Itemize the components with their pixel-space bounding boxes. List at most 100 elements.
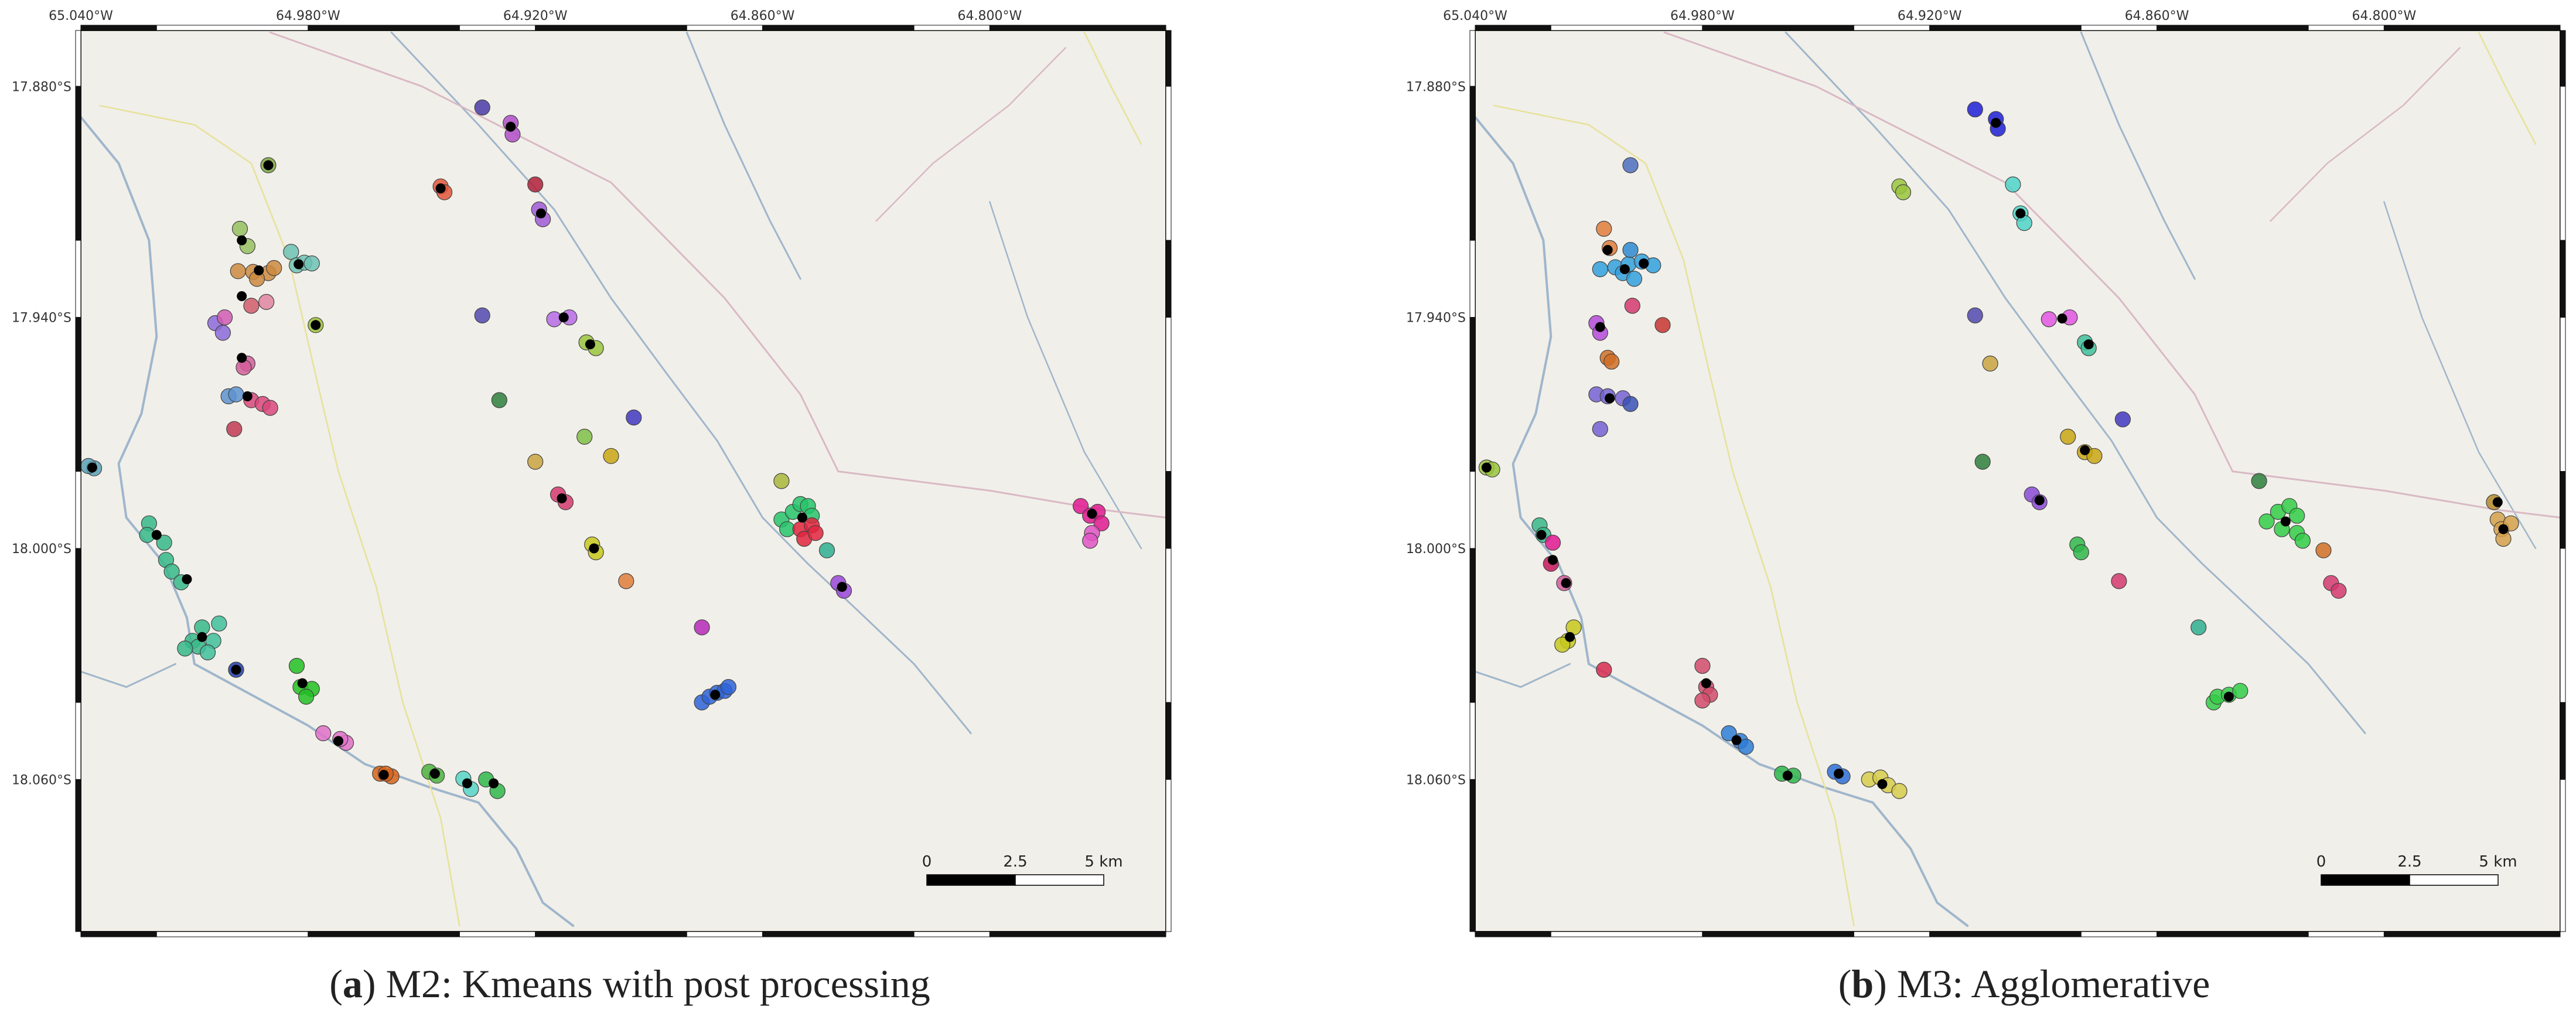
lon-tick-label: 65.040°W: [49, 9, 113, 23]
scale-bar-white: [1015, 874, 1104, 886]
cluster-point: [2258, 513, 2275, 530]
frame-segment: [156, 25, 309, 31]
cluster-centroid: [242, 391, 253, 401]
cluster-centroid: [429, 769, 440, 779]
frame-segment: [2560, 240, 2566, 318]
cluster-centroid: [589, 543, 599, 554]
cluster-point: [2331, 582, 2347, 599]
frame-segment: [1469, 702, 1476, 780]
cluster-point: [603, 448, 619, 464]
cluster-centroid: [435, 183, 446, 193]
cluster-centroid: [1991, 118, 2001, 128]
frame-segment: [75, 779, 81, 932]
cluster-centroid: [1782, 770, 1793, 781]
cluster-centroid: [1536, 530, 1547, 540]
river-line: [99, 104, 460, 927]
cluster-centroid: [1834, 769, 1844, 779]
frame-segment: [686, 25, 763, 31]
frame-segment: [2560, 86, 2566, 241]
river-line: [1663, 31, 2561, 519]
frame-segment: [80, 931, 157, 937]
frame-segment: [1475, 25, 1551, 31]
frame-segment: [1469, 779, 1476, 932]
cluster-point: [527, 453, 544, 470]
cluster-point: [315, 725, 332, 742]
frame-segment: [1702, 25, 1854, 31]
lat-tick-label: 18.060°S: [1406, 773, 1466, 787]
cluster-point: [1694, 657, 1711, 674]
cluster-centroid: [87, 462, 97, 473]
cluster-point: [226, 421, 243, 437]
frame-segment: [2560, 702, 2566, 780]
cluster-centroid: [1639, 258, 1649, 269]
cluster-point: [258, 294, 275, 311]
frame-segment: [1853, 25, 1930, 31]
cluster-point: [303, 255, 320, 272]
cluster-point: [2232, 683, 2249, 699]
frame-segment: [913, 25, 990, 31]
cluster-point: [2315, 542, 2332, 558]
lon-tick-label: 64.860°W: [731, 9, 795, 23]
scale-bar-label: 2.5: [2397, 853, 2421, 871]
cluster-centroid: [1877, 779, 1888, 789]
cluster-point: [177, 640, 193, 657]
frame-segment: [1165, 471, 1172, 549]
cluster-point: [474, 99, 490, 116]
lon-tick-label: 64.800°W: [2352, 9, 2417, 23]
cluster-centroid: [462, 778, 472, 789]
river-line: [1474, 663, 1571, 688]
figure-caption-a: (a) M2: Kmeans with post processing: [329, 961, 930, 1006]
frame-segment: [308, 25, 460, 31]
frame-segment: [1469, 240, 1476, 318]
frame-segment: [1469, 548, 1476, 703]
cluster-point: [217, 309, 233, 326]
cluster-centroid: [311, 320, 321, 330]
frame-segment: [2308, 931, 2384, 937]
map-panel-a: 65.040°W 64.980°W 64.920°W 64.860°W 64.800°W…: [0, 0, 1260, 1030]
river-line: [269, 31, 1167, 519]
cluster-centroid: [2498, 524, 2509, 534]
frame-segment: [1469, 317, 1476, 472]
frame-segment: [2383, 931, 2561, 937]
frame-segment: [75, 240, 81, 318]
cluster-point: [1093, 515, 1110, 531]
scale-bar-label: 0: [2316, 853, 2326, 871]
cluster-centroid: [2015, 208, 2026, 219]
river-line: [2478, 32, 2537, 145]
scale-bar-label: 2.5: [1003, 853, 1027, 871]
cluster-point: [491, 392, 507, 408]
frame-segment: [2080, 25, 2158, 31]
cluster-point: [626, 409, 642, 426]
cluster-point: [200, 644, 216, 661]
river-line: [1493, 104, 1855, 927]
frame-segment: [1702, 931, 1854, 937]
cluster-point: [1967, 307, 1983, 324]
cluster-point: [1967, 101, 1983, 118]
frame-segment: [75, 30, 81, 87]
river-line: [2080, 31, 2196, 280]
cluster-point: [2294, 533, 2311, 549]
scale-bar-label: 5 km: [1084, 853, 1122, 871]
cluster-centroid: [1602, 245, 1613, 255]
cluster-centroid: [378, 770, 389, 780]
cluster-point: [1626, 271, 1643, 287]
cluster-point: [576, 428, 593, 445]
cluster-centroid: [2492, 497, 2503, 507]
map-figure-a: 65.040°W 64.980°W 64.920°W 64.860°W 64.800°W…: [12, 9, 1172, 937]
cluster-point: [618, 573, 634, 589]
frame-segment: [2383, 25, 2561, 31]
cluster-centroid: [1731, 735, 1742, 745]
frame-segment: [2308, 25, 2384, 31]
cluster-point: [2251, 473, 2267, 489]
cluster-centroid: [558, 312, 569, 323]
river-line: [1474, 115, 1969, 927]
frame-segment: [913, 931, 990, 937]
cluster-point: [2191, 619, 2207, 636]
cluster-point: [1622, 157, 1639, 173]
cluster-point: [773, 473, 790, 489]
cluster-point: [1603, 353, 1620, 370]
cluster-point: [1596, 220, 1612, 237]
cluster-point: [2111, 573, 2127, 589]
cluster-point: [807, 525, 824, 541]
cluster-centroid: [2057, 313, 2067, 324]
